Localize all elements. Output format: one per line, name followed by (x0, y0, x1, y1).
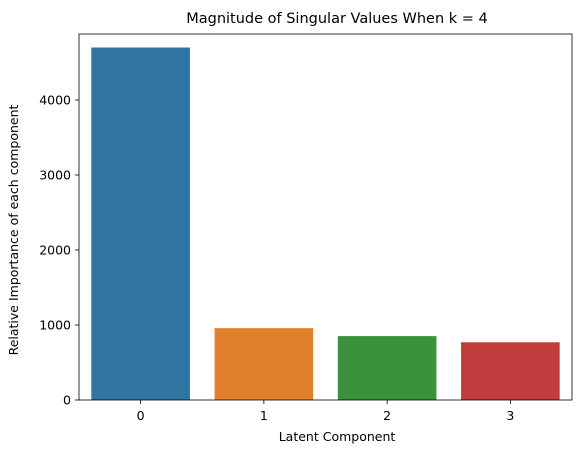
x-tick-label: 3 (506, 408, 514, 423)
y-tick-label: 4000 (39, 93, 71, 108)
y-tick-label: 0 (63, 393, 71, 408)
chart-title: Magnitude of Singular Values When k = 4 (186, 11, 488, 27)
x-tick-label: 2 (383, 408, 391, 423)
bar-3 (461, 342, 560, 400)
y-axis-ticks: 0 1000 2000 3000 4000 (39, 93, 79, 408)
x-axis-label: Latent Component (279, 429, 396, 444)
plot-border (78, 33, 573, 401)
x-axis-ticks: 0 1 2 3 (137, 400, 514, 423)
x-tick-label: 1 (260, 408, 268, 423)
y-tick-label: 3000 (39, 168, 71, 183)
x-tick-label: 0 (137, 408, 145, 423)
y-tick-label: 1000 (39, 318, 71, 333)
bar-0 (91, 47, 190, 400)
bar-1 (214, 328, 314, 400)
bar-2 (337, 336, 437, 400)
bars (91, 47, 560, 400)
plot-frame (78, 33, 573, 401)
y-axis-label: Relative Importance of each component (6, 104, 21, 355)
y-tick-label: 2000 (39, 243, 71, 258)
